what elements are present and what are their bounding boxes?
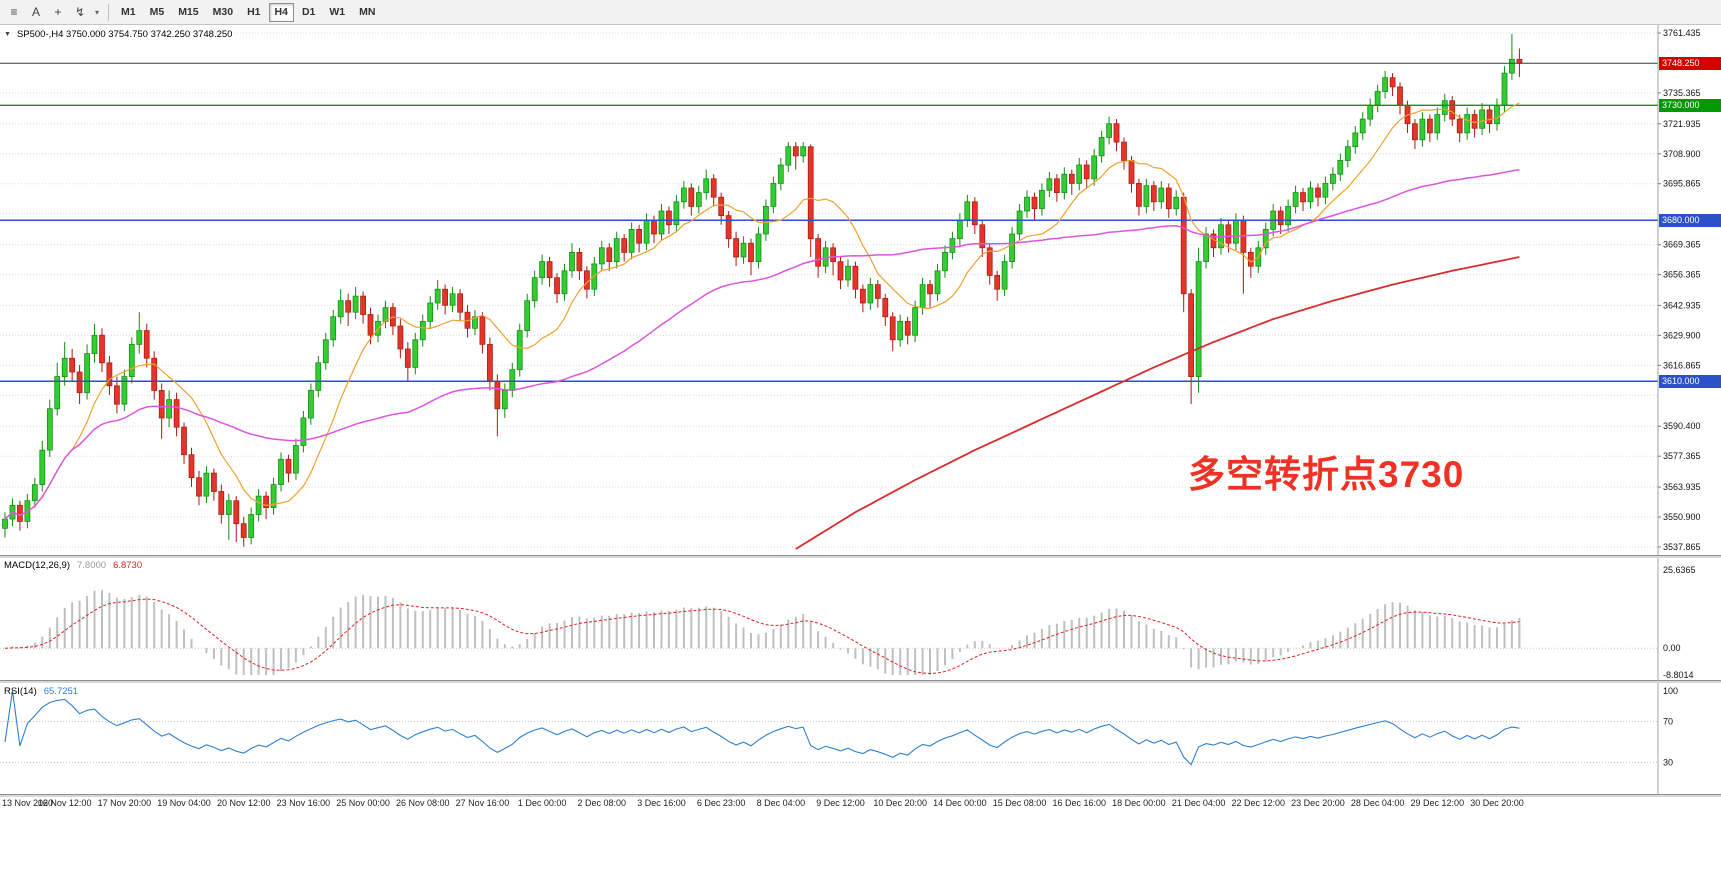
time-label: 22 Dec 12:00 — [1232, 798, 1286, 808]
rsi-axis-label: 100 — [1663, 686, 1678, 696]
macd-signal-line — [4, 598, 1520, 675]
time-label: 16 Nov 12:00 — [38, 798, 92, 808]
timeframe-h1[interactable]: H1 — [247, 6, 261, 18]
time-label: 27 Nov 16:00 — [456, 798, 510, 808]
price-tick: 3761.435 — [1663, 28, 1701, 38]
price-tick: 3616.865 — [1663, 360, 1701, 370]
time-label: 3 Dec 16:00 — [637, 798, 686, 808]
annotation-text: 多空转折点3730 — [1188, 454, 1465, 495]
time-label: 2 Dec 08:00 — [578, 798, 627, 808]
charts-grid-icon[interactable]: ≡ — [10, 5, 18, 19]
macd-name: MACD(12,26,9) — [4, 560, 70, 571]
toolbar-icon-group: ≡ A + ↯ ▾ — [3, 2, 103, 22]
price-tick: 3669.365 — [1663, 240, 1701, 250]
timeframe-w1[interactable]: W1 — [329, 6, 346, 18]
price-tick: 3721.935 — [1663, 119, 1701, 129]
line-studies-icon[interactable]: ↯ — [74, 5, 86, 19]
hlines-layer — [0, 62, 1658, 382]
axis-layer: 3761.435 3735.365 3721.935 3708.900 3695.865… — [2, 25, 1701, 808]
timeframe-h4[interactable]: H4 — [268, 2, 294, 22]
time-label: 28 Dec 04:00 — [1351, 798, 1405, 808]
price-tick: 3563.935 — [1663, 482, 1701, 492]
time-label: 25 Nov 00:00 — [336, 798, 390, 808]
rsi-line — [4, 690, 1520, 766]
price-tick: 3590.400 — [1663, 421, 1701, 431]
price-tick: 3735.365 — [1663, 88, 1701, 98]
time-label: 23 Dec 20:00 — [1291, 798, 1345, 808]
price-badge-3610.000: 3610.000 — [1659, 375, 1721, 388]
timeframe-m30[interactable]: M30 — [212, 6, 234, 18]
ohlc-collapse-icon[interactable]: ▼ — [4, 31, 11, 38]
price-tick: 3695.865 — [1663, 179, 1701, 189]
time-label: 29 Dec 12:00 — [1411, 798, 1465, 808]
price-badge-3680.000: 3680.000 — [1659, 214, 1721, 227]
moving-averages-layer — [4, 102, 1520, 550]
time-label: 18 Dec 00:00 — [1112, 798, 1166, 808]
time-label: 21 Dec 04:00 — [1172, 798, 1226, 808]
toolbar: ≡ A + ↯ ▾ M1 M5 M15 M30 H1 H4 D1 W1 MN — [0, 0, 1721, 25]
rsi-value: 65.7251 — [43, 686, 79, 697]
timeframe-group: M1 M5 M15 M30 H1 H4 D1 W1 MN — [114, 2, 382, 22]
rsi-panel-resize-handle[interactable] — [0, 680, 1721, 683]
time-label: 17 Nov 20:00 — [98, 798, 152, 808]
macd-histogram — [11, 590, 1521, 675]
macd-panel-resize-handle[interactable] — [0, 555, 1721, 558]
time-axis-divider — [0, 794, 1721, 797]
timeframe-mn[interactable]: MN — [359, 6, 376, 18]
macd-value-signal: 6.8730 — [113, 560, 143, 571]
time-label: 10 Dec 20:00 — [873, 798, 927, 808]
time-label: 15 Dec 08:00 — [993, 798, 1047, 808]
rsi-axis-label: 30 — [1663, 757, 1673, 767]
chart-title: ▼ SP500-,H4 3750.000 3754.750 3742.250 3… — [4, 29, 232, 40]
chart-title-text: SP500-,H4 3750.000 3754.750 3742.250 374… — [16, 29, 233, 40]
macd-label: MACD(12,26,9) 7.8000 6.8730 — [4, 560, 142, 571]
price-tick: 3629.900 — [1663, 330, 1701, 340]
rsi-axis-label: 70 — [1663, 717, 1673, 727]
time-label: 16 Dec 16:00 — [1052, 798, 1106, 808]
macd-axis-label: 25.6365 — [1663, 565, 1696, 575]
timeframe-d1[interactable]: D1 — [301, 6, 316, 18]
crosshair-icon[interactable]: + — [54, 5, 62, 19]
time-label: 8 Dec 04:00 — [757, 798, 806, 808]
macd-axis-label: -8.8014 — [1663, 670, 1694, 680]
time-label: 26 Nov 08:00 — [396, 798, 450, 808]
price-tick: 3642.935 — [1663, 300, 1701, 310]
rsi-label: RSI(14) 65.7251 — [4, 686, 78, 697]
time-label: 14 Dec 00:00 — [933, 798, 987, 808]
timeframe-m15[interactable]: M15 — [178, 6, 199, 18]
macd-value-main: 7.8000 — [77, 560, 107, 571]
time-label: 19 Nov 04:00 — [157, 798, 211, 808]
price-tick: 3708.900 — [1663, 149, 1701, 159]
price-tick: 3656.365 — [1663, 270, 1701, 280]
time-label: 6 Dec 23:00 — [697, 798, 746, 808]
timeframe-m1[interactable]: M1 — [121, 6, 136, 18]
dropdown-caret-icon[interactable]: ▾ — [94, 7, 99, 17]
price-badge-3730.000: 3730.000 — [1659, 99, 1721, 112]
price-tick: 3577.365 — [1663, 451, 1701, 461]
time-label: 1 Dec 00:00 — [518, 798, 567, 808]
time-label: 23 Nov 16:00 — [277, 798, 331, 808]
timeframe-m5[interactable]: M5 — [149, 6, 165, 18]
text-annotation-icon[interactable]: A — [31, 5, 40, 19]
price-badge-3748.250: 3748.250 — [1659, 57, 1721, 70]
time-label: 9 Dec 12:00 — [816, 798, 865, 808]
toolbar-separator — [108, 3, 109, 21]
macd-axis-label: 0.00 — [1663, 643, 1681, 653]
indicator-layer — [0, 590, 1658, 766]
price-tick: 3550.900 — [1663, 512, 1701, 522]
time-label: 13 Nov 2020 — [2, 798, 53, 808]
time-label: 20 Nov 12:00 — [217, 798, 271, 808]
price-tick: 3537.865 — [1663, 542, 1701, 552]
rsi-name: RSI(14) — [4, 686, 37, 697]
time-label: 30 Dec 20:00 — [1470, 798, 1524, 808]
